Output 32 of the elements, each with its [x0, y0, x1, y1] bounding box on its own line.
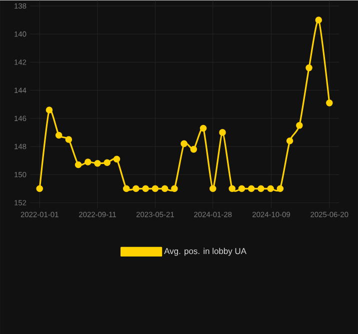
point — [190, 146, 198, 153]
point — [161, 185, 168, 192]
point — [152, 185, 159, 192]
point — [276, 185, 284, 192]
point — [180, 140, 188, 147]
point — [286, 137, 294, 144]
point — [46, 106, 53, 114]
point — [306, 64, 312, 72]
point — [65, 136, 72, 143]
point — [84, 158, 92, 166]
point — [113, 156, 120, 162]
point — [74, 161, 82, 168]
point — [315, 16, 322, 24]
point — [258, 185, 264, 192]
point — [55, 132, 62, 138]
point — [142, 185, 149, 192]
point — [219, 128, 226, 136]
legend-label: Avg. pos. in lobby UA — [164, 248, 246, 256]
point — [36, 185, 44, 192]
point — [326, 99, 333, 106]
point — [171, 185, 178, 192]
point — [238, 185, 246, 192]
point — [132, 185, 140, 192]
point — [104, 159, 111, 166]
point — [267, 185, 274, 192]
point — [200, 124, 207, 132]
point — [94, 160, 101, 167]
point — [248, 185, 255, 192]
point — [209, 185, 216, 192]
point — [122, 185, 130, 192]
point — [296, 122, 303, 129]
point — [228, 185, 236, 192]
